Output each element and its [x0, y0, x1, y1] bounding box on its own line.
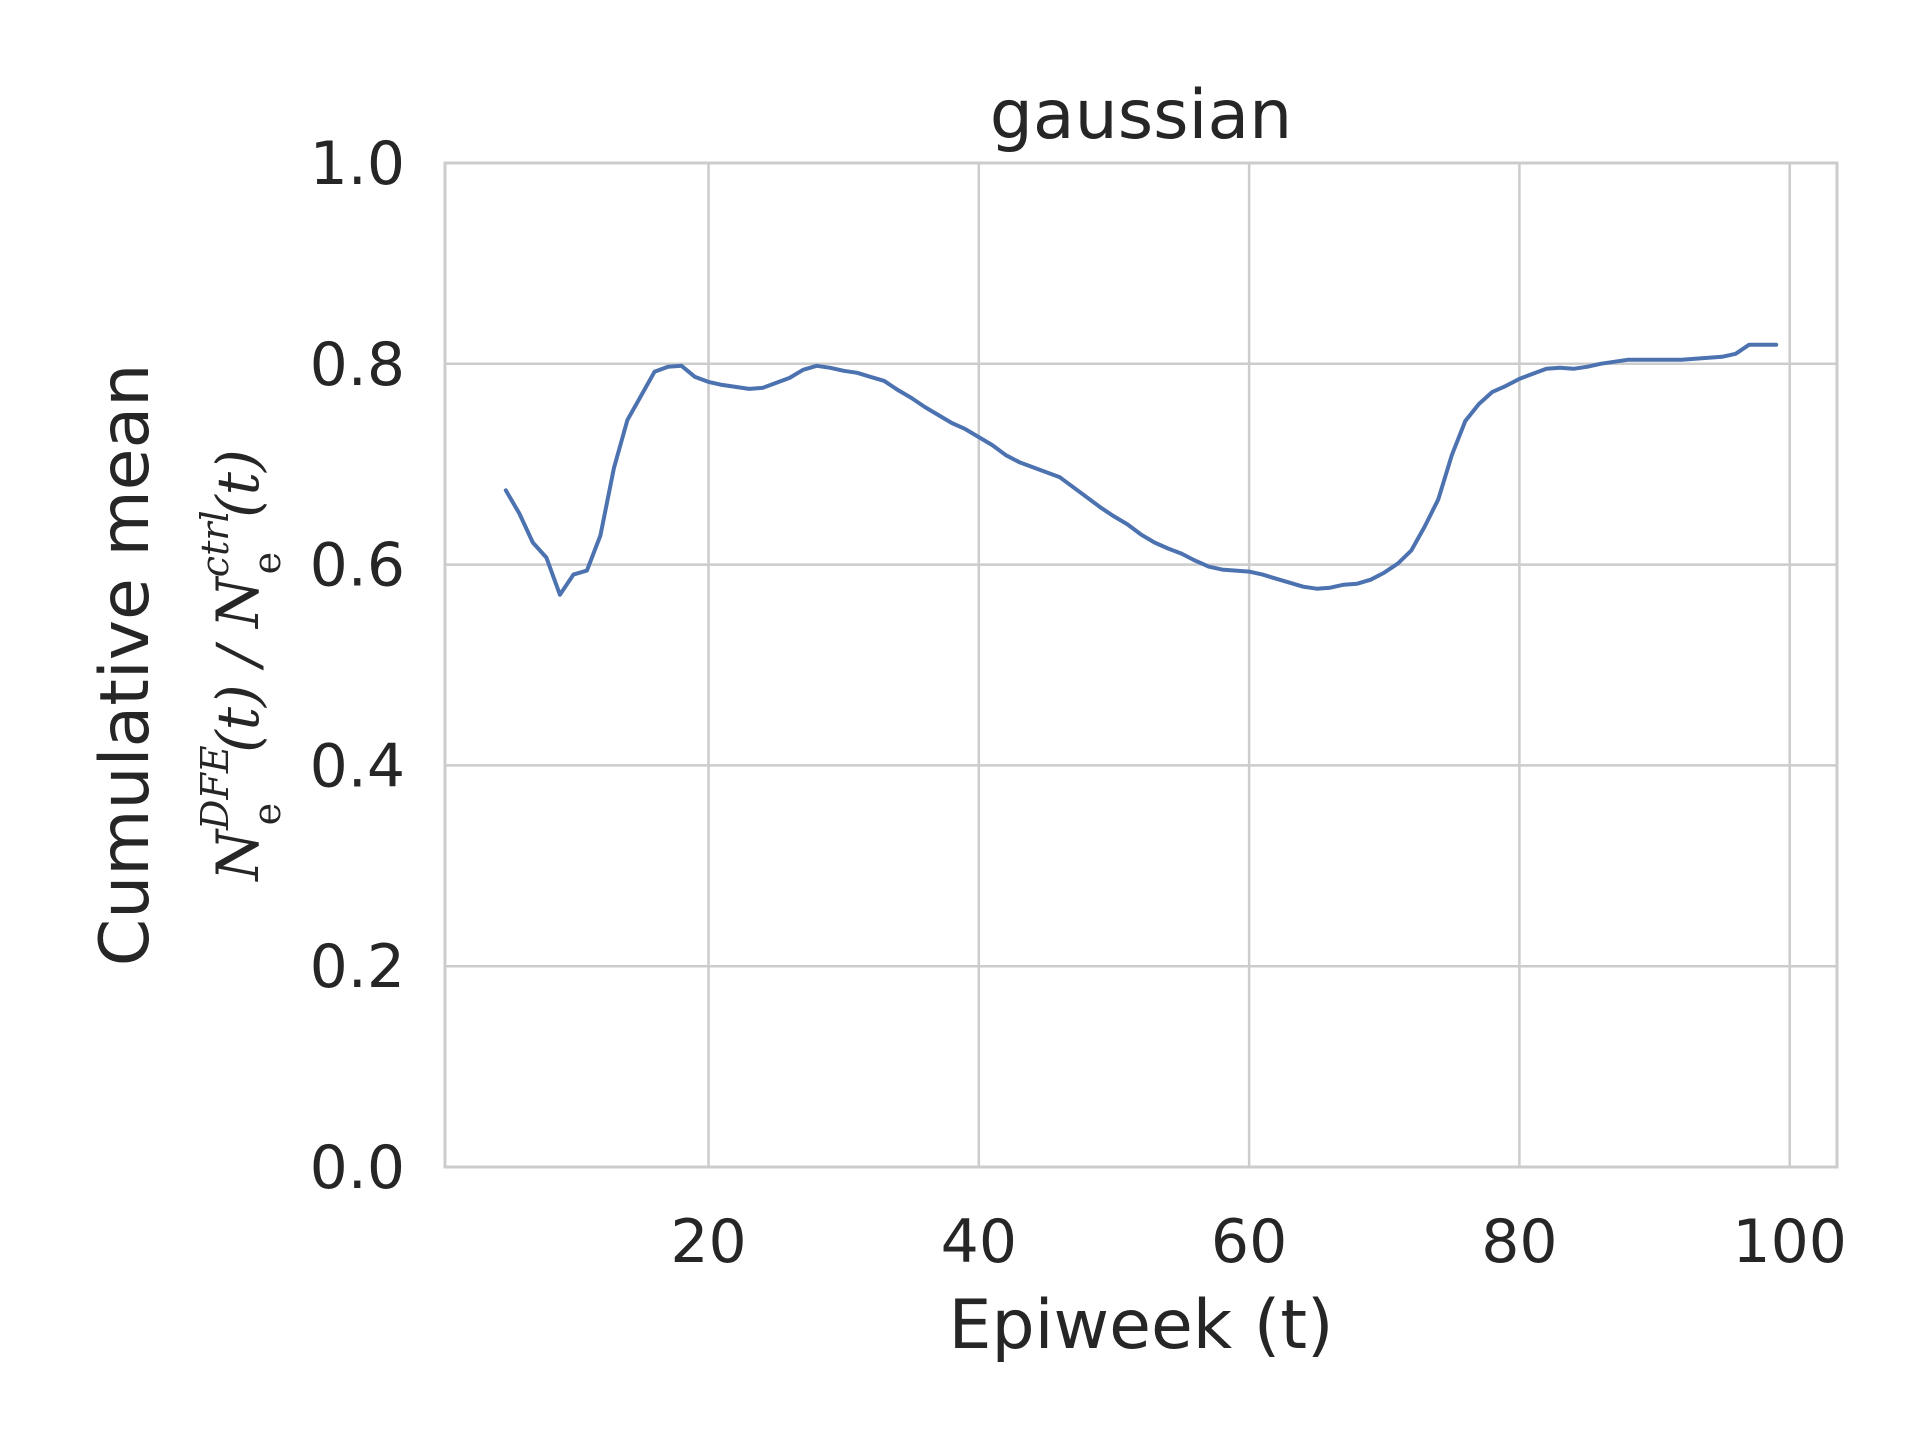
- x-tick-label: 100: [1732, 1207, 1847, 1277]
- formula-mid: (t) /: [204, 628, 272, 753]
- plot-frame: [443, 161, 1839, 1169]
- x-tick-label: 40: [941, 1207, 1017, 1277]
- y-tick-label: 0.0: [310, 1133, 405, 1203]
- y-axis-label-formula: NDFE e(t) / Nctrl e(t): [193, 449, 289, 883]
- x-tick-label: 20: [670, 1207, 746, 1277]
- plot-area: [445, 163, 1837, 1167]
- y-tick-label: 0.8: [310, 330, 405, 400]
- x-tick-label: 60: [1211, 1207, 1287, 1277]
- chart-title: gaussian: [990, 76, 1292, 155]
- y-tick-label: 1.0: [310, 129, 405, 199]
- formula-end: (t): [204, 449, 272, 518]
- y-tick-label: 0.4: [310, 731, 405, 801]
- formula-n2: N: [204, 575, 272, 630]
- y-axis-label: Cumulative mean: [86, 364, 165, 967]
- series-layer: [503, 342, 1779, 597]
- formula-sub2: e: [245, 552, 289, 575]
- y-tick-label: 0.2: [310, 932, 405, 1002]
- series-line: [503, 342, 1779, 597]
- formula-sup2: ctrl: [193, 510, 237, 577]
- x-axis-label: Epiweek (t): [948, 1286, 1333, 1365]
- x-tick-labels: 20 40 60 80 100: [670, 1207, 1847, 1277]
- y-tick-label: 0.6: [310, 531, 405, 601]
- formula-sup1: DFE: [193, 745, 237, 831]
- y-tick-labels: 0.0 0.2 0.4 0.6 0.8 1.0: [310, 129, 405, 1203]
- x-tick-label: 80: [1481, 1207, 1557, 1277]
- formula-sub1: e: [245, 803, 289, 826]
- formula-n1: N: [204, 828, 272, 883]
